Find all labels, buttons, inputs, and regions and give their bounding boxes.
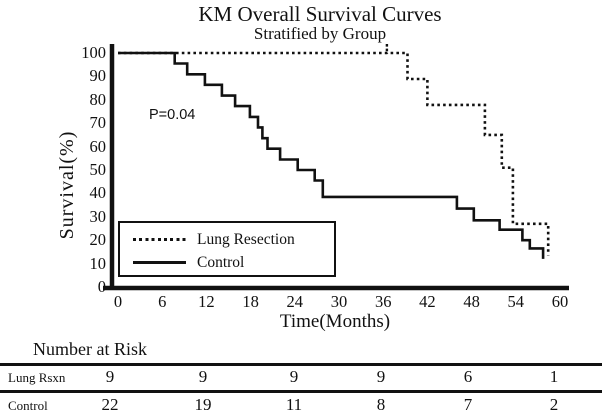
risk-row-label: Control bbox=[8, 398, 48, 413]
y-tick-label: 10 bbox=[89, 253, 107, 273]
risk-table-rule-middle bbox=[0, 390, 602, 393]
legend-item: Control bbox=[120, 251, 334, 274]
x-tick-label: 18 bbox=[242, 292, 259, 311]
risk-table-rule-top bbox=[0, 363, 602, 366]
legend-line-sample-solid bbox=[133, 261, 186, 264]
risk-table-heading: Number at Risk bbox=[33, 339, 147, 359]
x-tick-label: 12 bbox=[198, 292, 215, 311]
x-tick-label: 54 bbox=[507, 292, 525, 311]
risk-value: 22 bbox=[101, 395, 119, 414]
km-curve-lung-resection bbox=[118, 51, 550, 256]
y-tick-label: 100 bbox=[81, 43, 106, 62]
risk-value: 2 bbox=[549, 395, 559, 414]
x-tick-label: 6 bbox=[158, 292, 167, 311]
y-tick-label: 50 bbox=[89, 160, 107, 179]
y-tick-label: 80 bbox=[89, 89, 107, 109]
risk-value: 19 bbox=[194, 395, 212, 414]
y-tick-label: 40 bbox=[89, 183, 107, 203]
risk-value: 7 bbox=[463, 395, 473, 414]
risk-value: 8 bbox=[376, 395, 386, 414]
chart-subtitle: Stratified by Group bbox=[253, 24, 387, 43]
y-tick-label: 70 bbox=[89, 113, 107, 133]
risk-value: 9 bbox=[289, 367, 299, 386]
y-tick-label: 0 bbox=[97, 277, 106, 296]
km-plot-canvas bbox=[103, 44, 569, 291]
risk-value: 9 bbox=[198, 367, 208, 386]
x-tick-label: 60 bbox=[551, 292, 569, 311]
x-tick-label: 0 bbox=[113, 292, 123, 311]
legend-item: Lung Resection bbox=[120, 228, 334, 251]
y-tick-label: 30 bbox=[89, 206, 107, 226]
legend-item-label: Lung Resection bbox=[197, 230, 295, 248]
risk-row-label: Lung Rsxn bbox=[8, 370, 66, 385]
legend-line-sample-dotted bbox=[133, 238, 186, 241]
x-axis-label: Time(Months) bbox=[279, 311, 391, 332]
risk-value: 6 bbox=[463, 367, 473, 386]
y-tick-label: 90 bbox=[89, 66, 107, 86]
x-tick-label: 30 bbox=[330, 292, 348, 311]
risk-value: 11 bbox=[285, 395, 303, 414]
y-tick-label: 60 bbox=[89, 136, 107, 156]
y-tick-label: 20 bbox=[89, 230, 107, 250]
p-value-annotation: P=0.04 bbox=[149, 107, 196, 123]
legend-box: Lung Resection Control bbox=[118, 221, 336, 277]
x-tick-label: 48 bbox=[463, 292, 480, 311]
risk-value: 9 bbox=[105, 367, 115, 386]
legend-item-label: Control bbox=[197, 253, 245, 271]
x-tick-label: 42 bbox=[419, 292, 436, 311]
chart-title: KM Overall Survival Curves bbox=[198, 2, 442, 26]
km-curve-control bbox=[118, 51, 545, 259]
risk-value: 9 bbox=[376, 367, 386, 386]
risk-value: 1 bbox=[549, 367, 559, 386]
x-tick-label: 36 bbox=[374, 292, 392, 311]
x-tick-label: 24 bbox=[286, 292, 304, 311]
